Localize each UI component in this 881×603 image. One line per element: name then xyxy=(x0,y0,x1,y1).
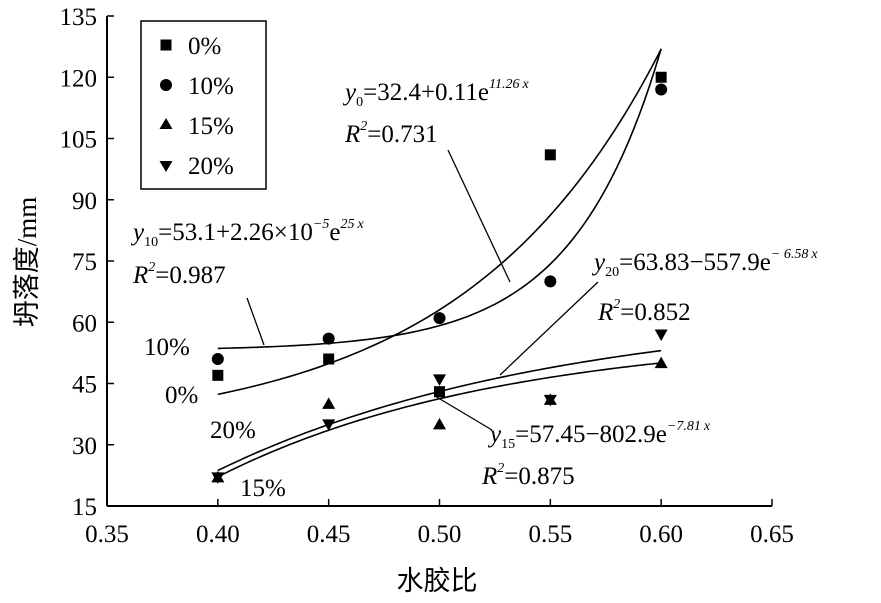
marker-20pct xyxy=(433,374,446,386)
fit-curve-20pct xyxy=(217,349,662,472)
y-tick-label: 60 xyxy=(72,310,97,337)
curve-label-0pct: 0% xyxy=(165,382,198,409)
fit-curve-10pct xyxy=(217,48,662,350)
marker-15pct xyxy=(433,417,446,430)
marker-15pct xyxy=(322,397,336,409)
legend-label-10pct: 10% xyxy=(188,73,234,100)
x-tick-label: 0.50 xyxy=(418,521,462,548)
legend-marker-10pct xyxy=(160,79,172,91)
x-tick-label: 0.45 xyxy=(307,521,351,548)
leader-line-y10 xyxy=(246,297,265,346)
equation-y0: y0=32.4+0.11e11.26 x xyxy=(342,77,529,110)
marker-0pct xyxy=(434,386,445,398)
marker-10pct xyxy=(655,83,668,96)
curve-label-20pct: 20% xyxy=(210,417,256,444)
leader-line-y15 xyxy=(434,395,493,431)
curve-label-10pct: 10% xyxy=(144,334,190,361)
marker-0pct xyxy=(212,369,224,381)
marker-10pct xyxy=(322,332,335,345)
y-tick-label: 135 xyxy=(60,4,98,31)
legend: 0% 10% 15% 20% xyxy=(140,20,267,190)
marker-0pct xyxy=(544,149,556,161)
x-tick-label: 0.55 xyxy=(528,521,572,548)
r2-y10: R2=0.987 xyxy=(132,260,226,289)
leader-line-y0 xyxy=(447,149,511,283)
curve-label-15pct: 15% xyxy=(240,475,286,502)
marker-20pct xyxy=(543,394,557,407)
marker-0pct xyxy=(655,71,667,83)
r2-y20: R2=0.852 xyxy=(597,297,691,326)
marker-20pct xyxy=(322,419,336,431)
equation-y20: y20=63.83−557.9e− 6.58 x xyxy=(591,247,818,280)
x-tick-label: 0.35 xyxy=(85,521,129,548)
marker-0pct xyxy=(323,353,335,365)
legend-label-20pct: 20% xyxy=(188,153,234,180)
data-markers xyxy=(211,71,668,484)
axis-ticks: 0.35 0.40 0.45 0.50 0.55 0.60 0.65 15 30 45 60 75 90… xyxy=(60,4,794,548)
y-tick-label: 30 xyxy=(72,433,97,460)
x-tick-label: 0.40 xyxy=(196,521,240,548)
marker-20pct xyxy=(654,329,668,341)
y-tick-label: 75 xyxy=(72,249,97,276)
y-tick-label: 105 xyxy=(60,127,98,154)
legend-marker-0pct xyxy=(160,39,172,51)
marker-10pct xyxy=(544,275,557,288)
marker-15pct xyxy=(654,356,668,369)
r2-y0: R2=0.731 xyxy=(344,119,438,148)
marker-10pct xyxy=(433,312,446,325)
equation-y10: y10=53.1+2.26×10−5e25 x xyxy=(130,217,364,250)
x-tick-label: 0.60 xyxy=(639,521,683,548)
y-tick-label: 15 xyxy=(72,494,97,521)
fit-curve-0pct xyxy=(217,48,662,396)
y-axis-title: 坍落度/mm xyxy=(12,197,42,328)
r2-y15: R2=0.875 xyxy=(481,461,575,490)
x-tick-label: 0.65 xyxy=(750,521,794,548)
marker-10pct xyxy=(211,353,224,365)
marker-20pct xyxy=(211,472,225,484)
legend-marker-15pct xyxy=(159,118,173,129)
y-tick-label: 90 xyxy=(72,188,97,215)
legend-label-0pct: 0% xyxy=(188,33,221,60)
y-tick-label: 45 xyxy=(72,372,97,399)
x-axis-title: 水胶比 xyxy=(397,566,478,596)
equation-y15: y15=57.45−802.9e−7.81 x xyxy=(487,419,711,452)
legend-label-15pct: 15% xyxy=(188,113,234,140)
legend-marker-20pct xyxy=(159,161,173,172)
y-tick-label: 120 xyxy=(60,65,98,92)
leader-line-y20 xyxy=(499,281,599,376)
